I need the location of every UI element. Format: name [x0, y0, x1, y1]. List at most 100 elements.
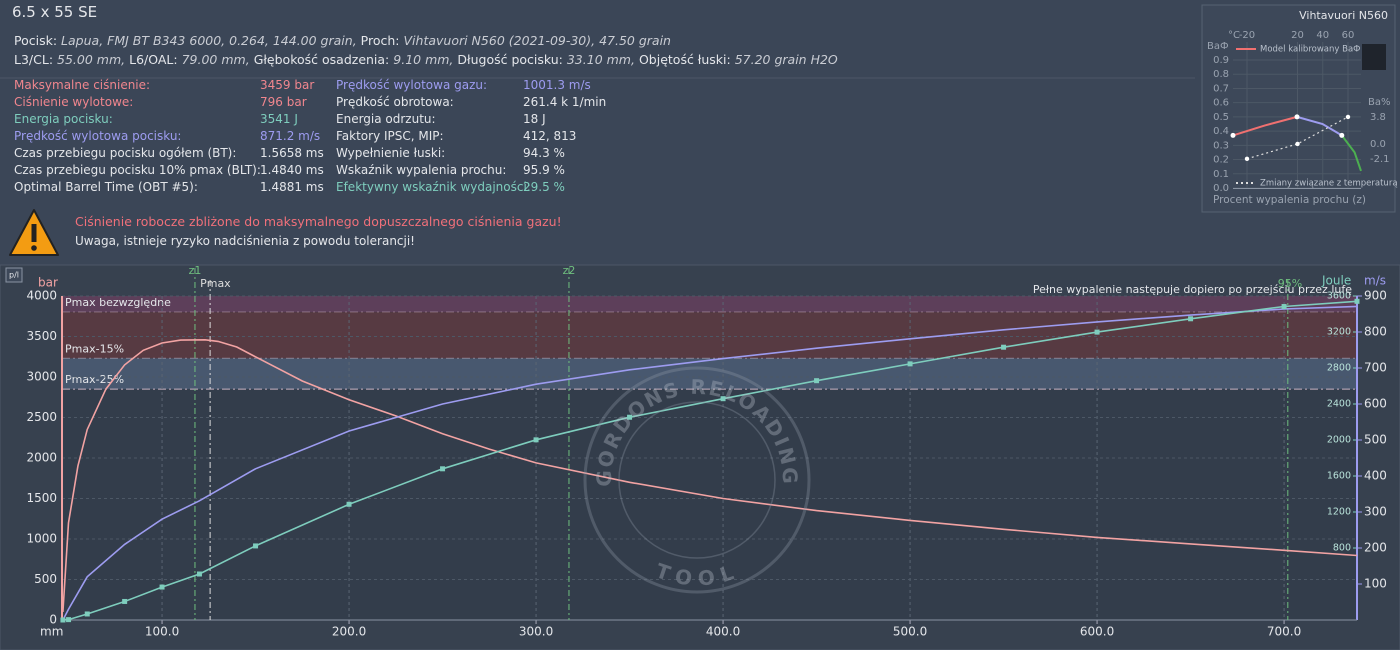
stat-value: 1.5658 ms: [260, 146, 324, 160]
info-value: 57.20 grain H2O: [734, 52, 838, 67]
marker-label: z2: [563, 264, 576, 277]
mini-y-tick-label: 0.0: [1213, 183, 1229, 194]
info-value: 79.00 mm,: [181, 52, 250, 67]
x-tick-label: 600.0: [1080, 625, 1114, 639]
warning-icon: [9, 209, 59, 256]
mini-marker: [1244, 156, 1250, 162]
mini-y-tick-label: 0.4: [1213, 126, 1229, 137]
mini-y2-tick-label: 3.8: [1370, 112, 1386, 123]
mini-temp-label: °C: [1228, 30, 1240, 41]
series-marker: [60, 617, 66, 623]
series-marker: [66, 617, 72, 623]
annotation: Pełne wypalenie następuje dopiero po prz…: [1033, 283, 1352, 296]
info-line: L3/CL: 55.00 mm, L6/OAL: 79.00 mm, Głęboko…: [14, 52, 838, 67]
y3-tick-label: 3200: [1327, 327, 1351, 338]
mini-marker: [1294, 114, 1300, 120]
stat-value: 1001.3 m/s: [523, 78, 591, 92]
info-value: 33.10 mm,: [566, 52, 635, 67]
series-marker: [122, 598, 128, 604]
stat-name: Prędkość wylotowa pocisku:: [14, 129, 182, 143]
x-tick-label: 200.0: [332, 625, 366, 639]
y-tick-label: 4000: [26, 289, 57, 303]
mini-y-tick-label: 0.1: [1213, 169, 1229, 180]
mini-y2-tick-label: 0.0: [1370, 139, 1386, 150]
y2-tick-label: 500: [1364, 433, 1387, 447]
series-marker: [814, 378, 820, 384]
info-item: Objętość łuski: 57.20 grain H2O: [639, 52, 838, 67]
mini-temp-tick-label: 60: [1342, 30, 1355, 41]
legend-label: Zmiany związane z temperaturą: [1260, 179, 1398, 189]
mini-y-tick-label: 0.6: [1213, 98, 1229, 109]
legend-label: Model kalibrowany BaФ: [1260, 45, 1360, 55]
series-marker: [159, 584, 165, 590]
y2-tick-label: 600: [1364, 397, 1387, 411]
series-marker: [1354, 298, 1360, 304]
mini-marker: [1345, 114, 1351, 120]
y2-tick-label: 200: [1364, 541, 1387, 555]
y2-tick-label: 300: [1364, 505, 1387, 519]
mini-chart-panel: [1201, 4, 1396, 213]
info-label: L3/CL:: [14, 52, 54, 67]
stat-name: Czas przebiegu pocisku ogółem (BT):: [14, 146, 237, 160]
y-tick-label: 3000: [26, 370, 57, 384]
marker-label: 95%: [1278, 277, 1302, 290]
mini-y-tick-label: 0.9: [1213, 55, 1229, 66]
stat-name: Efektywny wskaźnik wydajności:: [336, 180, 531, 194]
mini-temp-tick-label: 20: [1291, 30, 1304, 41]
stat-name: Prędkość wylotowa gazu:: [336, 78, 488, 92]
series-marker: [440, 466, 446, 472]
stat-name: Czas przebiegu pocisku 10% pmax (BLT):: [14, 163, 261, 177]
y2-axis-label: m/s: [1364, 274, 1386, 288]
series-marker: [1188, 316, 1194, 322]
x-tick-label: 500.0: [893, 625, 927, 639]
stat-value: 796 bar: [260, 95, 307, 109]
mini-y2-tick-label: -2.1: [1370, 154, 1390, 165]
mini-marker: [1295, 141, 1300, 147]
stat-name: Energia pocisku:: [14, 112, 113, 126]
mini-y2-label: Ba%: [1368, 97, 1391, 108]
series-line: [1246, 116, 1349, 160]
stat-value: 18 J: [523, 112, 546, 126]
qr-icon: [1362, 44, 1386, 70]
info-item: Długość pocisku: 33.10 mm,: [457, 52, 635, 67]
stat-name: Optimal Barrel Time (OBT #5):: [14, 180, 198, 194]
mini-temp-tick-label: -20: [1239, 30, 1255, 41]
info-value: 9.10 mm,: [393, 52, 454, 67]
series-marker: [1094, 329, 1100, 335]
mini-marker: [1230, 132, 1236, 138]
series-marker: [720, 396, 726, 402]
stat-value: 3541 J: [260, 112, 298, 126]
info-label: Proch:: [360, 33, 400, 48]
series-marker: [627, 414, 633, 420]
stat-value: 1.4881 ms: [260, 180, 324, 194]
series-marker: [346, 501, 352, 507]
stat-value: 1.4840 ms: [260, 163, 324, 177]
series-marker: [196, 571, 202, 577]
info-item: Głębokość osadzenia: 9.10 mm,: [254, 52, 454, 67]
stat-name: Ciśnienie wylotowe:: [14, 95, 134, 109]
stat-value: 94.3 %: [523, 146, 565, 160]
series-line: [1341, 134, 1362, 172]
y2-tick-label: 100: [1364, 577, 1387, 591]
mini-temp-tick-label: 40: [1316, 30, 1329, 41]
band-label: Pmax bezwzględne: [65, 296, 171, 309]
info-label: Pocisk:: [14, 33, 58, 48]
series-marker: [533, 437, 539, 443]
band-label: Pmax-25%: [65, 373, 124, 386]
y-axis-label: bar: [38, 276, 58, 290]
mini-y-label: BaФ: [1207, 41, 1229, 52]
info-value: 55.00 mm,: [57, 52, 126, 67]
x-tick-label: 700.0: [1267, 625, 1301, 639]
mini-y-tick-label: 0.7: [1213, 83, 1229, 94]
info-label: Długość pocisku:: [457, 52, 563, 67]
series-line: [1232, 115, 1298, 137]
y3-tick-label: 2800: [1327, 363, 1351, 374]
y3-tick-label: 1200: [1327, 507, 1351, 518]
mini-y-tick-label: 0.5: [1213, 112, 1229, 123]
y-tick-label: 3500: [26, 329, 57, 343]
button: [5, 267, 23, 283]
stat-value: 29.5 %: [523, 180, 565, 194]
info-line: Pocisk: Lapua, FMJ BT B343 6000, 0.264, …: [14, 33, 671, 48]
mini-y-tick-label: 0.8: [1213, 69, 1229, 80]
